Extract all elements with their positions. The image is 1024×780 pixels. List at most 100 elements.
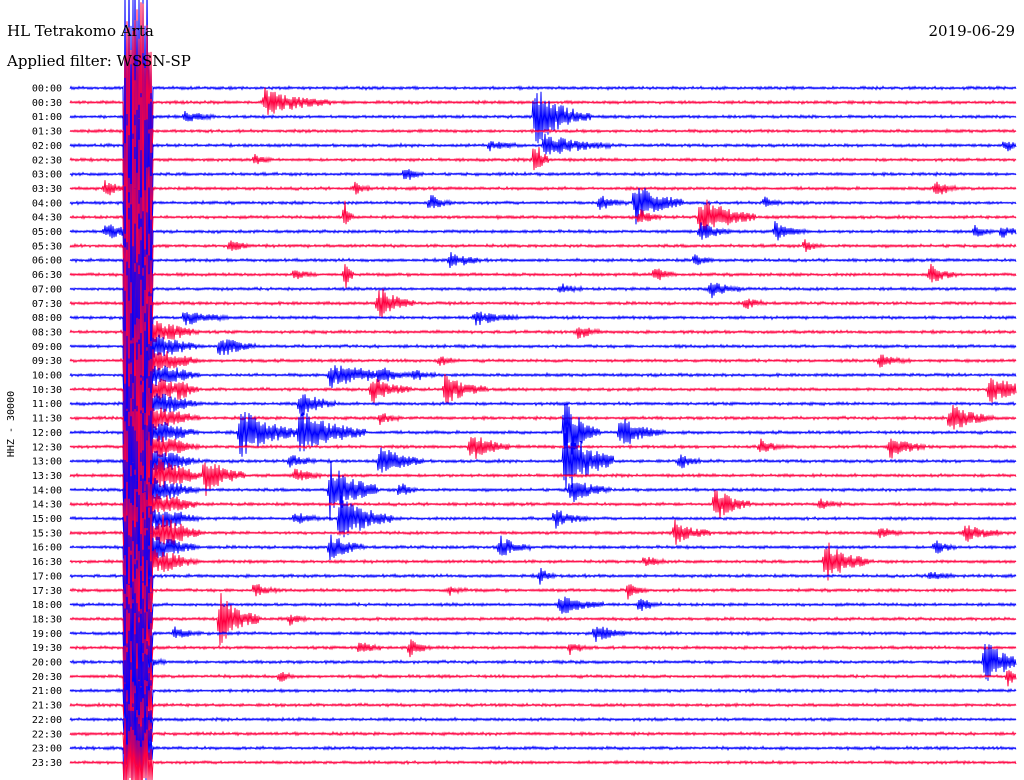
trace-line — [69, 186, 1017, 352]
trace-line — [69, 135, 1017, 311]
trace-line — [69, 613, 1017, 710]
trace-line — [69, 694, 1017, 773]
trace-line — [69, 650, 1017, 730]
time-label: 20:30 — [32, 672, 62, 683]
channel-label: HHZ - 30000 — [6, 391, 17, 457]
time-label: 22:00 — [32, 715, 62, 726]
filter-label: Applied filter: — [7, 52, 112, 70]
trace-line — [69, 639, 1017, 722]
trace-line — [69, 710, 1017, 780]
trace-line — [69, 204, 1017, 378]
trace-line — [69, 109, 1017, 300]
trace-line — [69, 505, 1017, 618]
trace-line — [69, 726, 1017, 780]
time-label: 05:30 — [32, 241, 62, 252]
time-label: 20:00 — [32, 658, 62, 669]
time-label: 19:00 — [32, 629, 62, 640]
time-label: 18:30 — [32, 614, 62, 625]
time-label: 02:30 — [32, 155, 62, 166]
time-label: 23:30 — [32, 758, 62, 769]
time-label: 15:00 — [32, 514, 62, 525]
applied-filter: Applied filter: WSSN-SP — [7, 52, 191, 70]
trace-line — [69, 608, 1017, 696]
trace-line — [69, 398, 1017, 525]
time-label: 11:30 — [32, 414, 62, 425]
time-label: 13:00 — [32, 457, 62, 468]
trace-line — [69, 2, 1017, 201]
time-label: 14:30 — [32, 500, 62, 511]
trace-line — [69, 91, 1017, 279]
trace-line — [69, 75, 1017, 267]
trace-line — [69, 153, 1017, 331]
time-label: 06:30 — [32, 270, 62, 281]
time-label: 12:00 — [32, 428, 62, 439]
time-label: 16:30 — [32, 557, 62, 568]
time-label: 23:00 — [32, 744, 62, 755]
time-label: 09:00 — [32, 342, 62, 353]
time-label: 09:30 — [32, 356, 62, 367]
trace-line — [69, 680, 1017, 755]
time-label: 02:00 — [32, 141, 62, 152]
time-label: 08:30 — [32, 327, 62, 338]
time-label: 00:00 — [32, 84, 62, 95]
time-label: 12:30 — [32, 442, 62, 453]
time-label: 03:00 — [32, 170, 62, 181]
trace-line — [69, 282, 1017, 442]
trace-line — [69, 541, 1017, 646]
trace-line — [69, 583, 1017, 683]
time-label: 04:30 — [32, 213, 62, 224]
time-label: 14:00 — [32, 485, 62, 496]
trace-line — [69, 480, 1017, 593]
trace-line — [69, 404, 1017, 547]
trace-line — [69, 378, 1017, 509]
time-label: 01:30 — [32, 127, 62, 138]
time-label: 13:30 — [32, 471, 62, 482]
trace-line — [69, 219, 1017, 389]
trace-line — [69, 316, 1017, 462]
trace-line — [69, 424, 1017, 553]
time-label: 07:00 — [32, 284, 62, 295]
trace-line — [69, 25, 1017, 229]
trace-line — [69, 554, 1017, 648]
trace-line — [69, 520, 1017, 633]
trace-line — [69, 264, 1017, 428]
time-label: 17:30 — [32, 586, 62, 597]
time-label: 21:00 — [32, 686, 62, 697]
station-title: HL Tetrakomo Arta — [7, 22, 154, 40]
time-label: 17:00 — [32, 571, 62, 582]
time-label: 10:30 — [32, 385, 62, 396]
trace-line — [69, 240, 1017, 398]
time-label: 05:00 — [32, 227, 62, 238]
time-label: 19:30 — [32, 643, 62, 654]
time-label: 06:00 — [32, 256, 62, 267]
trace-line — [69, 296, 1017, 446]
time-label: 15:30 — [32, 528, 62, 539]
time-label: 04:00 — [32, 198, 62, 209]
trace-line — [69, 20, 1017, 222]
time-label: 21:30 — [32, 701, 62, 712]
time-label: 11:00 — [32, 399, 62, 410]
time-label: 22:30 — [32, 729, 62, 740]
trace-line — [69, 124, 1017, 313]
trace-line — [69, 343, 1017, 492]
time-label: 16:00 — [32, 543, 62, 554]
trace-line — [69, 0, 1017, 190]
time-label: 01:00 — [32, 112, 62, 123]
trace-line — [69, 491, 1017, 606]
time-label: 00:30 — [32, 98, 62, 109]
record-date: 2019-06-29 — [928, 22, 1015, 40]
trace-line — [69, 63, 1017, 261]
trace-line — [69, 361, 1017, 505]
trace-line — [69, 446, 1017, 564]
trace-line — [69, 53, 1017, 251]
filter-value: WSSN-SP — [116, 52, 191, 70]
time-label: 07:30 — [32, 299, 62, 310]
trace-line — [69, 187, 1017, 363]
trace-line — [69, 251, 1017, 410]
trace-line — [69, 461, 1017, 582]
trace-line — [69, 669, 1017, 747]
time-label: 08:00 — [32, 313, 62, 324]
trace-line — [69, 566, 1017, 667]
trace-line — [69, 330, 1017, 480]
